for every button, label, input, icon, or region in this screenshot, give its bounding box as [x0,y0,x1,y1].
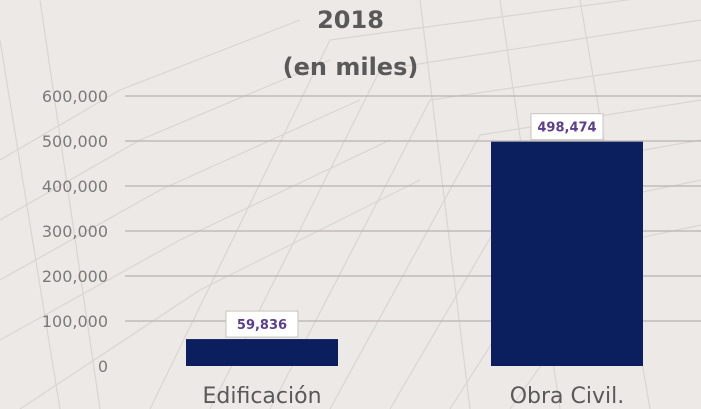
x-tick-label: Obra Civil. [510,384,625,409]
bar [491,141,643,366]
y-tick-label: 300,000 [42,222,108,241]
chart-subtitle: (en miles) [282,53,419,81]
data-label-box [530,113,604,141]
bar [186,339,338,366]
data-labels: 59,836 498,474 [225,113,604,338]
x-axis-ticks: Edificación Obra Civil. [202,384,624,409]
chart-title: 2018 [317,6,384,34]
data-label: 498,474 [537,121,596,136]
y-tick-label: 400,000 [42,177,108,196]
y-tick-label: 500,000 [42,132,108,151]
x-tick-label: Edificación [202,384,321,409]
y-tick-label: 200,000 [42,267,108,286]
y-tick-label: 600,000 [42,87,108,106]
data-label: 59,836 [237,318,287,333]
bars [186,141,643,366]
y-tick-label: 0 [98,357,108,376]
y-tick-label: 100,000 [42,312,108,331]
data-label-box [225,310,299,338]
y-axis-ticks: 0 100,000 200,000 300,000 400,000 500,000 600,… [42,87,108,376]
